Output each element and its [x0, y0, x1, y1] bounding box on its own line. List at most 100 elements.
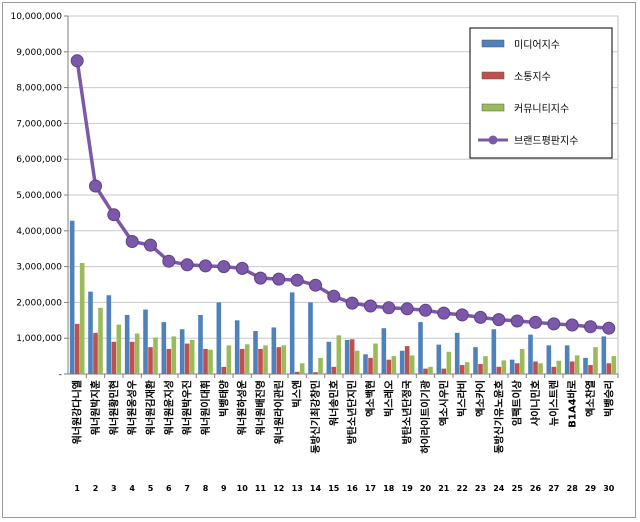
bar-2 — [276, 347, 282, 374]
rank-label: 4 — [129, 484, 135, 493]
category-label: B1A4바로 — [566, 380, 579, 428]
line-point — [254, 271, 267, 285]
legend-marker — [488, 135, 498, 145]
bar-2 — [221, 366, 227, 374]
bar-2 — [606, 363, 612, 374]
bar-1 — [326, 341, 332, 374]
bar-2 — [258, 348, 263, 374]
line-point — [419, 303, 432, 317]
line-point — [474, 310, 487, 324]
legend-label: 소통지수 — [514, 71, 551, 83]
rank-label: 7 — [184, 484, 190, 493]
bar-2 — [93, 332, 98, 374]
bar-1 — [271, 327, 277, 374]
bar-3 — [116, 324, 122, 374]
line-point — [199, 259, 212, 273]
bar-2 — [331, 366, 337, 374]
bar-3 — [226, 345, 232, 374]
rank-label: 18 — [383, 484, 395, 493]
bar-3 — [483, 356, 488, 374]
bar-1 — [491, 329, 497, 374]
line-point — [455, 308, 469, 322]
line-point — [565, 318, 579, 332]
y-tick-label: 4,000,000 — [16, 227, 62, 237]
legend-label: 커뮤니티지수 — [514, 103, 569, 115]
line-point — [437, 306, 451, 320]
bar-1 — [88, 291, 93, 374]
category-label: 빅스레오 — [382, 380, 395, 417]
category-label: 워너원박우진 — [181, 380, 194, 435]
category-label: 동방신기유노윤호 — [492, 380, 505, 454]
bar-2 — [496, 366, 502, 374]
bar-2 — [551, 366, 557, 374]
bar-3 — [574, 355, 580, 374]
bar-2 — [423, 368, 428, 374]
bar-3 — [354, 350, 360, 374]
category-label: 빅스엔 — [291, 380, 304, 408]
y-tick-label: 7,000,000 — [16, 119, 62, 129]
line-point — [125, 235, 139, 248]
bar-1 — [509, 359, 515, 374]
y-tick-label: 2,000,000 — [16, 298, 62, 308]
category-label: 엑소시우민 — [437, 380, 450, 426]
rank-label: 21 — [438, 484, 450, 493]
rank-label: 19 — [402, 484, 414, 493]
rank-label: 25 — [512, 484, 524, 493]
bar-2 — [166, 348, 172, 374]
rank-label: 6 — [166, 484, 172, 493]
line-point — [180, 258, 194, 272]
bar-1 — [308, 302, 313, 374]
rank-label: 2 — [93, 484, 99, 493]
line-point — [290, 273, 304, 287]
category-label: 워너원황민현 — [107, 380, 120, 435]
rank-label: 13 — [292, 484, 303, 493]
legend-label: 브랜드평판지수 — [514, 135, 578, 147]
bar-3 — [79, 263, 85, 374]
rank-label: 15 — [328, 484, 340, 493]
category-label: 샤이니민호 — [529, 380, 542, 426]
bar-1 — [106, 295, 112, 374]
bar-2 — [569, 361, 575, 374]
y-tick-label: 9,000,000 — [16, 48, 62, 58]
category-label: 방탄소년단정국 — [401, 380, 414, 444]
bar-3 — [593, 347, 598, 374]
rank-label: 11 — [255, 484, 267, 493]
line-point — [400, 302, 414, 316]
legend-swatch — [481, 103, 505, 112]
bar-1 — [381, 328, 387, 374]
bar-1 — [344, 339, 350, 374]
bar-3 — [208, 349, 213, 374]
bar-3 — [244, 344, 250, 374]
line-point — [144, 238, 157, 252]
y-tick-label: 6,000,000 — [16, 155, 62, 165]
bar-1 — [69, 220, 75, 374]
y-tick-label: 3,000,000 — [16, 263, 62, 273]
line-point — [327, 289, 341, 303]
category-label: 워너원박지훈 — [89, 380, 102, 435]
rank-label: 12 — [273, 484, 284, 493]
line-point — [345, 296, 359, 310]
rank-label: 23 — [475, 484, 486, 493]
bar-2 — [129, 341, 135, 374]
bar-3 — [189, 339, 195, 374]
category-label: 방탄소년단지민 — [346, 380, 359, 444]
rank-label: 9 — [221, 484, 227, 493]
bar-2 — [588, 365, 593, 374]
line-point — [70, 54, 84, 68]
line-point — [364, 299, 377, 313]
bar-1 — [436, 344, 442, 374]
category-label: 워너원강다니엘 — [71, 380, 84, 444]
bar-2 — [239, 348, 245, 374]
rank-label: 28 — [567, 484, 579, 493]
category-label: 하이라이트이기광 — [419, 379, 432, 453]
bar-1 — [583, 357, 588, 374]
rank-label: 8 — [203, 484, 209, 493]
category-label: 빅뱅승리 — [602, 380, 615, 417]
category-label: 워너원이대휘 — [199, 380, 212, 435]
bar-1 — [473, 347, 478, 374]
bar-2 — [459, 365, 465, 374]
bar-2 — [148, 347, 153, 374]
bar-2 — [368, 357, 373, 374]
category-label: 워너원윤지성 — [162, 380, 175, 435]
